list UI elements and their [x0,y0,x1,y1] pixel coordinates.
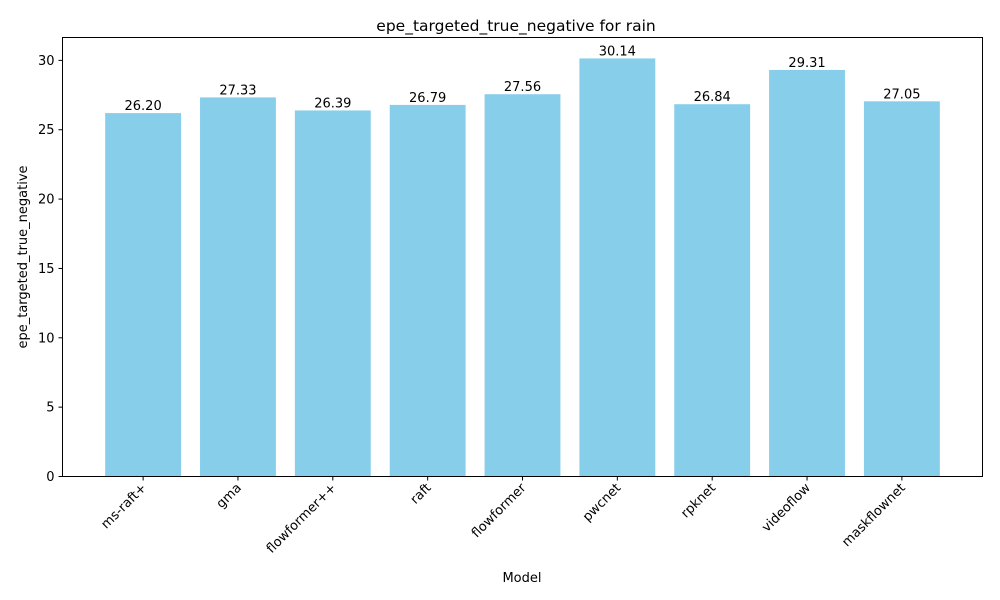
bar-gma [200,97,276,477]
bar-flowformer [484,94,561,477]
bar-pwcnet [579,58,656,477]
x-tick-label-gma: gma [214,481,245,512]
data-label-videoflow: 29.31 [788,56,825,71]
y-tick-label-0: 0 [46,470,54,485]
x-tick-label-maskflownet: maskflownet [839,481,908,550]
x-tick-label-raft: raft [408,481,435,508]
x-axis: ms-raft+ gma flowformer++ raft flowformer pwc… [98,476,909,557]
data-label-maskflownet: 27.05 [883,87,920,102]
y-tick-label-30: 30 [38,54,55,69]
y-tick-label-15: 15 [38,262,55,277]
y-tick-label-10: 10 [38,331,55,346]
data-label-rpknet: 26.84 [694,90,731,105]
y-axis-label: epe_targeted_true_negative [16,165,31,348]
x-tick-label-ms-raft+: ms-raft+ [98,481,149,532]
y-axis: 0 5 10 15 20 25 30 [38,54,63,485]
bar-raft [389,104,466,477]
y-tick-label-25: 25 [38,123,55,138]
data-label-gma: 27.33 [219,83,256,98]
chart-title: epe_targeted_true_negative for rain [376,17,655,36]
x-axis-label: Model [502,571,541,586]
x-tick-label-flowformer++: flowformer++ [264,481,340,557]
data-label-ms-raft+: 26.20 [125,99,162,114]
bar-maskflownet [863,101,940,477]
x-tick-label-videoflow: videoflow [759,480,814,535]
bar-rpknet [674,104,751,477]
bar-ms-raft+ [105,113,182,477]
x-tick-label-rpknet: rpknet [678,481,719,522]
bars-group [105,58,940,477]
x-tick-label-pwcnet: pwcnet [580,481,624,525]
y-tick-label-5: 5 [46,401,54,416]
data-label-raft: 26.79 [409,91,446,106]
y-tick-label-20: 20 [38,193,55,208]
bar-flowformer++ [294,110,371,477]
bar-videoflow [769,69,845,477]
data-label-pwcnet: 30.14 [599,44,636,59]
data-label-flowformer++: 26.39 [314,96,351,111]
plot-frame [62,37,983,477]
data-labels-group: 26.20 27.33 26.39 26.79 27.56 30.14 26.84 29.31… [125,44,921,114]
data-label-flowformer: 27.56 [504,80,541,95]
x-tick-label-flowformer: flowformer [469,480,530,541]
